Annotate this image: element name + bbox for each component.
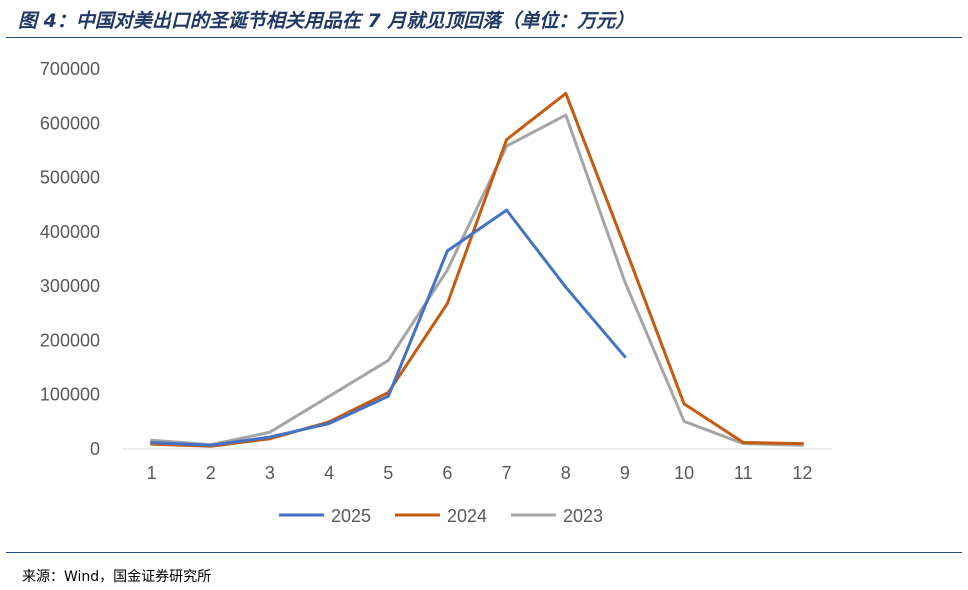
x-tick-label: 4 <box>324 463 334 483</box>
series-line-2024 <box>150 91 804 448</box>
legend-label-2025: 2025 <box>331 506 371 526</box>
y-tick-label: 0 <box>90 439 100 459</box>
x-tick-label: 12 <box>792 463 812 483</box>
x-tick-label: 8 <box>561 463 571 483</box>
legend-label-2024: 2024 <box>447 506 487 526</box>
x-axis-ticks: 1 2 3 4 5 6 7 8 9 10 11 12 <box>147 463 813 483</box>
y-tick-label: 600000 <box>40 113 100 133</box>
chart-title: 图 4：中国对美出口的圣诞节相关用品在 7 月就见顶回落（单位：万元） <box>18 10 635 32</box>
bottom-divider <box>6 552 962 553</box>
top-divider <box>6 37 962 38</box>
x-tick-label: 1 <box>147 463 157 483</box>
x-tick-label: 5 <box>383 463 393 483</box>
y-tick-label: 700000 <box>40 59 100 79</box>
source-note: 来源：Wind，国金证券研究所 <box>22 569 212 585</box>
x-tick-label: 7 <box>502 463 512 483</box>
y-tick-label: 100000 <box>40 385 100 405</box>
line-chart: 0 100000 200000 300000 400000 500000 600000 700… <box>40 59 832 526</box>
x-tick-label: 9 <box>620 463 630 483</box>
series-line-2023 <box>150 113 804 447</box>
y-tick-label: 300000 <box>40 276 100 296</box>
legend-label-2023: 2023 <box>563 506 603 526</box>
y-tick-label: 200000 <box>40 330 100 350</box>
x-tick-label: 10 <box>674 463 694 483</box>
x-tick-label: 6 <box>442 463 452 483</box>
series-line-2025 <box>150 208 627 447</box>
x-tick-label: 3 <box>265 463 275 483</box>
y-axis-ticks: 0 100000 200000 300000 400000 500000 600000 700… <box>40 59 100 459</box>
y-tick-label: 400000 <box>40 222 100 242</box>
x-tick-label: 2 <box>206 463 216 483</box>
y-tick-label: 500000 <box>40 168 100 188</box>
x-tick-label: 11 <box>734 463 753 483</box>
legend: 2025 2024 2023 <box>279 506 603 526</box>
series-lines <box>150 91 804 448</box>
